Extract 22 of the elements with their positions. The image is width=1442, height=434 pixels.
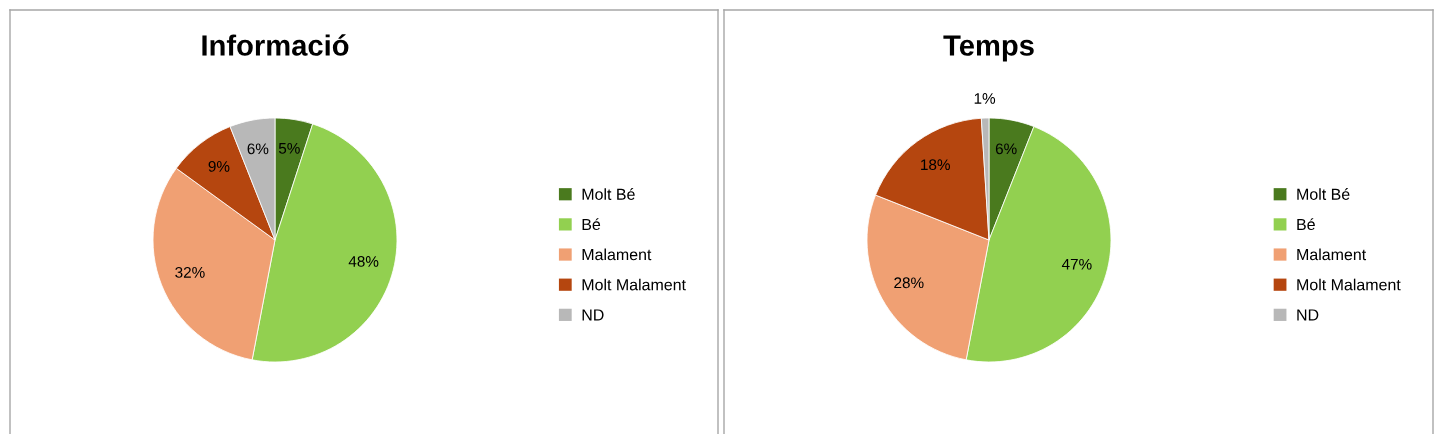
data-label: 47% [1061,258,1092,270]
data-label: 48% [348,256,379,267]
data-label: 6% [247,143,269,155]
legend-label: Molt Bé [582,188,635,200]
data-label: 5% [278,142,300,154]
legend-label: Molt Malament [582,278,686,291]
legend-label: Molt Malament [1297,278,1401,291]
legend-label: Molt Bé [1297,188,1350,200]
chart-title: Informació [202,34,349,56]
legend-label: Malament [582,248,652,261]
data-label: 32% [175,266,205,278]
legend-label: Bé [582,218,601,231]
legend-label: ND [1297,309,1319,321]
data-label: 18% [921,159,950,171]
data-label: 1% [974,93,996,104]
chart-title: Temps [943,35,1034,62]
data-label: 9% [208,160,230,172]
data-label: 6% [995,143,1017,155]
legend-label: Bé [1297,218,1315,231]
data-label: 28% [894,277,924,289]
legend-label: ND [582,309,604,321]
legend-label: Malament [1297,248,1367,261]
